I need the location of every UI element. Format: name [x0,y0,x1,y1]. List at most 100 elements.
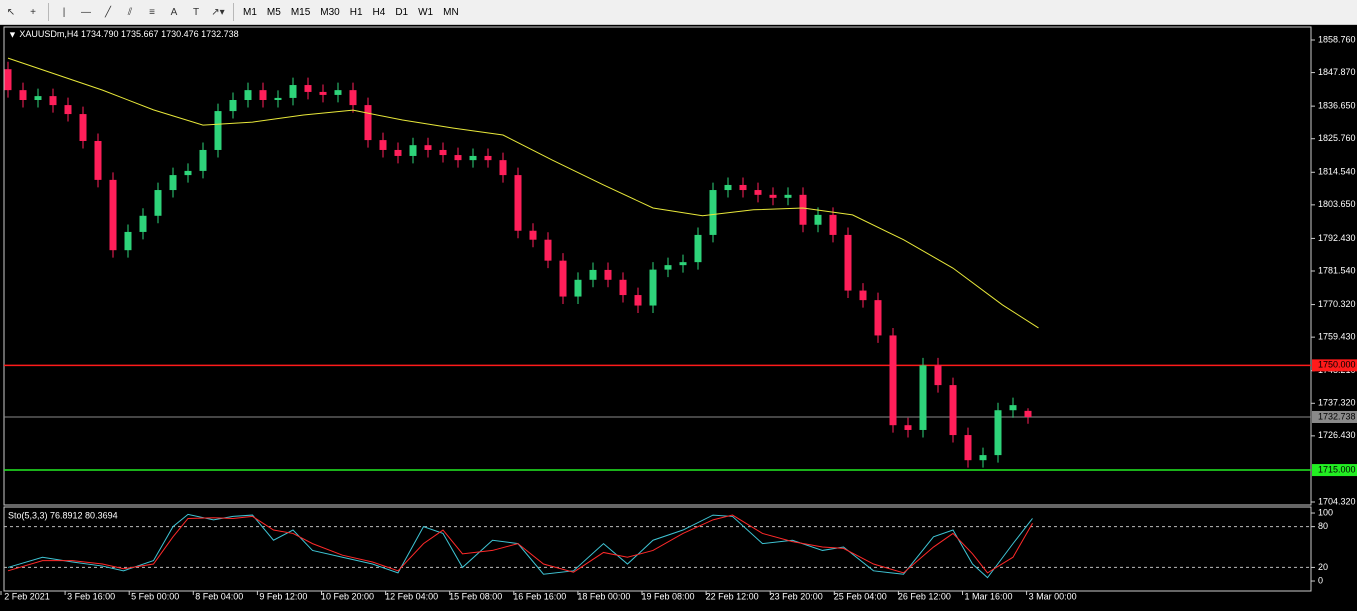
candle-body [514,175,522,231]
symbol-label: ▼ XAUUSDm,H4 1734.790 1735.667 1730.476 … [8,29,239,39]
x-tick-label: 15 Feb 08:00 [449,591,502,601]
candle-body [304,85,312,92]
candle-body [229,100,237,112]
candle-body [274,97,282,101]
candle-body [949,385,957,436]
candle-body [634,295,642,306]
candle-body [529,230,537,240]
candle-body [484,155,492,161]
candle-body [994,410,1002,456]
candle-body [454,155,462,161]
high-text: 1735.667 [121,29,159,39]
fibo-tool[interactable]: ≡ [149,6,155,18]
candle-body [649,269,657,306]
stoch-line [7,513,1033,579]
text-tool[interactable]: A [170,6,178,18]
candle-body [754,190,762,195]
stoch-y-tick-label: 100 [1318,507,1333,517]
timeframe-button[interactable]: D1 [395,6,409,18]
main-pane-border [3,26,1312,506]
candle-body [109,179,117,251]
candle-body [19,90,27,101]
arrows-tool[interactable]: ↗▾ [211,6,225,18]
timeframe-button[interactable]: W1 [418,6,434,18]
candle-body [364,105,372,141]
candle-body [244,90,252,101]
timeframe-button[interactable]: H4 [372,6,386,18]
timeframe-button[interactable]: H1 [349,6,363,18]
candle-body [154,190,162,216]
candle-body [664,265,672,270]
x-tick-label: 23 Feb 20:00 [770,591,823,601]
timeframe-button[interactable]: MN [443,6,459,18]
stoch-pane-border [3,506,1312,592]
crosshair-tool[interactable]: + [30,6,36,18]
chart: ▼ XAUUSDm,H4 1734.790 1735.667 1730.476 … [0,25,1357,611]
candle-body [49,96,57,106]
timeframe-button[interactable]: M1 [243,6,257,18]
vertical-line-tool[interactable]: | [62,6,66,18]
candle-body [874,300,882,336]
y-tick-label: 1737.320 [1318,398,1356,408]
label-tool[interactable]: T [192,6,200,18]
x-tick-label: 5 Feb 00:00 [131,591,179,601]
x-tick-label: 3 Mar 00:00 [1029,591,1077,601]
price-level-tag [1312,464,1357,477]
horizontal-line-tool[interactable]: — [81,6,91,18]
candle-body [844,234,852,291]
low-text: 1730.476 [161,29,199,39]
price-level-tag [1312,410,1357,423]
candle-body [34,96,42,101]
candle-body [574,279,582,297]
y-tick-label: 1836.650 [1318,101,1356,111]
stoch-y-tick-label: 0 [1318,575,1323,585]
candle-body [4,69,12,91]
x-tick-label: 26 Feb 12:00 [898,591,951,601]
timeframe-button[interactable]: M30 [320,6,340,18]
candle-body [124,231,132,251]
candle-body [619,279,627,296]
timeframe-button[interactable]: M5 [266,6,281,18]
y-tick-label: 1759.430 [1318,332,1356,342]
candle-body [964,435,972,461]
y-tick-label: 1825.760 [1318,133,1356,143]
candle-body [799,194,807,225]
candle-body [694,234,702,263]
x-tick-label: 10 Feb 20:00 [321,591,374,601]
trendline-tool[interactable]: ╱ [104,6,112,18]
cursor-tool[interactable]: ↖ [6,6,16,18]
close-text: 1732.738 [201,29,239,39]
x-tick-label: 22 Feb 12:00 [706,591,759,601]
price-level-label: 1750.000 [1318,360,1356,370]
candle-body [199,149,207,171]
moving-average [7,57,1039,329]
candle-body [739,184,747,191]
candle-body [394,149,402,156]
y-tick-label: 1814.540 [1318,167,1356,177]
stoch-y-tick-label: 20 [1318,562,1328,572]
candle-body [289,85,297,98]
y-tick-label: 1858.760 [1318,34,1356,44]
y-tick-label: 1704.320 [1318,496,1356,506]
toolbar: ↖ + | — ╱ ⫽ ≡ A T ↗▾ M1 M5 M15 M30 H1 H4 D1 W1 M… [0,0,1357,25]
candle-body [709,190,717,235]
chart-background [0,25,1357,611]
candle-body [589,269,597,280]
candle-body [544,239,552,261]
candle-body [94,140,102,180]
price-level-tag [1312,359,1357,372]
timeframe-button[interactable]: M15 [290,6,311,18]
candle-body [334,90,342,95]
candle-body [829,214,837,235]
candle-body [1024,410,1032,417]
candle-body [439,149,447,156]
candle-body [139,215,147,232]
candle-body [859,290,867,301]
x-tick-label: 9 Feb 12:00 [259,591,307,601]
candle-body [784,194,792,198]
candle-body [934,365,942,386]
stoch-label: Sto(5,3,3) 76.8912 80.3694 [8,510,118,520]
channel-tool[interactable]: ⫽ [127,6,133,18]
candle-body [814,214,822,225]
